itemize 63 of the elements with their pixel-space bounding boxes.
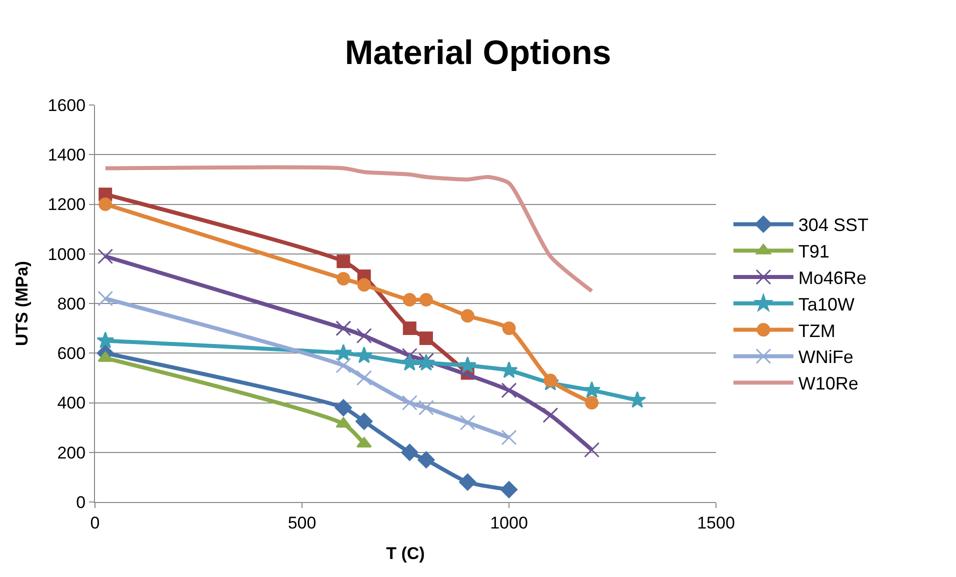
point (460, 414, 476, 430)
point (542, 407, 558, 423)
y-tick-label: 0 (76, 492, 86, 512)
point (355, 346, 373, 364)
point (500, 361, 518, 378)
point (544, 374, 558, 388)
point (98, 198, 112, 211)
point (356, 412, 373, 430)
x-tick-label: 1500 (697, 513, 735, 532)
legend-label: W10Re (798, 374, 858, 394)
point (356, 328, 372, 344)
point (458, 356, 476, 374)
x-tick-label: 500 (288, 513, 316, 532)
y-tick-label: 1000 (48, 244, 86, 264)
point (418, 451, 435, 468)
x-axis-title: T (C) (386, 544, 425, 563)
legend-label: WNiFe (798, 347, 854, 368)
point (334, 399, 352, 416)
legend-label: TZM (798, 320, 836, 341)
point (402, 322, 416, 336)
point (356, 370, 372, 386)
point (336, 272, 350, 286)
point (334, 344, 352, 361)
point (336, 358, 352, 374)
x-tick-label: 1000 (490, 513, 528, 532)
point (402, 395, 418, 410)
y-tick-label: 1400 (48, 146, 86, 165)
legend-label: Mo46Re (798, 268, 866, 288)
point (585, 396, 599, 410)
point (401, 444, 418, 461)
point (336, 254, 350, 268)
point (400, 354, 418, 371)
legend-label: 304 SST (798, 215, 868, 236)
point (460, 309, 474, 323)
y-tick-label: 800 (57, 294, 86, 314)
y-tick-label: 600 (57, 344, 86, 364)
point (501, 382, 517, 398)
point (98, 290, 114, 306)
point (459, 474, 476, 491)
point (501, 430, 517, 446)
chart-title: Material Options (344, 34, 612, 72)
y-tick-label: 200 (57, 443, 86, 462)
legend-label: T91 (798, 242, 830, 262)
y-tick-label: 1600 (48, 96, 86, 115)
point (402, 293, 416, 307)
point (336, 320, 352, 336)
legend-label: Ta10W (798, 294, 854, 314)
line-series (103, 165, 594, 294)
point (98, 248, 114, 264)
point (418, 400, 434, 416)
point (583, 381, 601, 398)
y-tick-label: 1200 (48, 195, 86, 214)
point (419, 331, 433, 345)
point (357, 278, 371, 292)
point (502, 322, 516, 336)
x-tick-label: 0 (90, 513, 100, 532)
y-tick-label: 400 (57, 394, 86, 413)
point (628, 391, 646, 408)
point (419, 293, 433, 307)
point (500, 481, 518, 498)
point (96, 332, 114, 348)
y-axis-title: UTS (MPa) (12, 261, 32, 346)
point (584, 442, 600, 458)
